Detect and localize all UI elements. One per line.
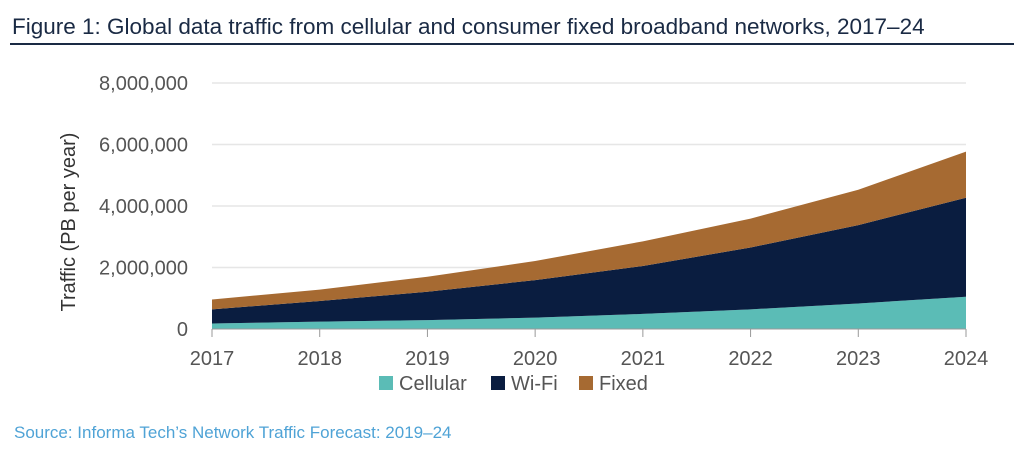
y-tick-label: 4,000,000 xyxy=(99,196,188,218)
x-tick-label: 2021 xyxy=(621,348,666,370)
area-wifi xyxy=(212,197,966,324)
legend-swatch xyxy=(579,376,593,390)
source-note: Source: Informa Tech’s Network Traffic F… xyxy=(14,423,452,442)
x-tick-label: 2022 xyxy=(728,348,773,370)
legend-label: Wi-Fi xyxy=(511,373,558,395)
figure-title: Figure 1: Global data traffic from cellu… xyxy=(12,14,925,39)
y-tick-label: 0 xyxy=(177,319,188,341)
legend-swatch xyxy=(379,376,393,390)
legend-label: Fixed xyxy=(599,373,648,395)
y-tick-label: 8,000,000 xyxy=(99,73,188,95)
legend-swatch xyxy=(491,376,505,390)
x-tick-label: 2017 xyxy=(190,348,235,370)
x-tick-label: 2019 xyxy=(405,348,450,370)
x-tick-label: 2023 xyxy=(836,348,881,370)
y-tick-label: 2,000,000 xyxy=(99,258,188,280)
legend-label: Cellular xyxy=(399,373,467,395)
y-axis-label: Traffic (PB per year) xyxy=(58,133,80,312)
x-tick-label: 2018 xyxy=(297,348,342,370)
x-tick-label: 2024 xyxy=(944,348,989,370)
area-cellular xyxy=(212,296,966,329)
title-underline xyxy=(10,43,1014,45)
x-tick-label: 2020 xyxy=(513,348,558,370)
area-fixed xyxy=(212,151,966,310)
y-tick-label: 6,000,000 xyxy=(99,135,188,157)
